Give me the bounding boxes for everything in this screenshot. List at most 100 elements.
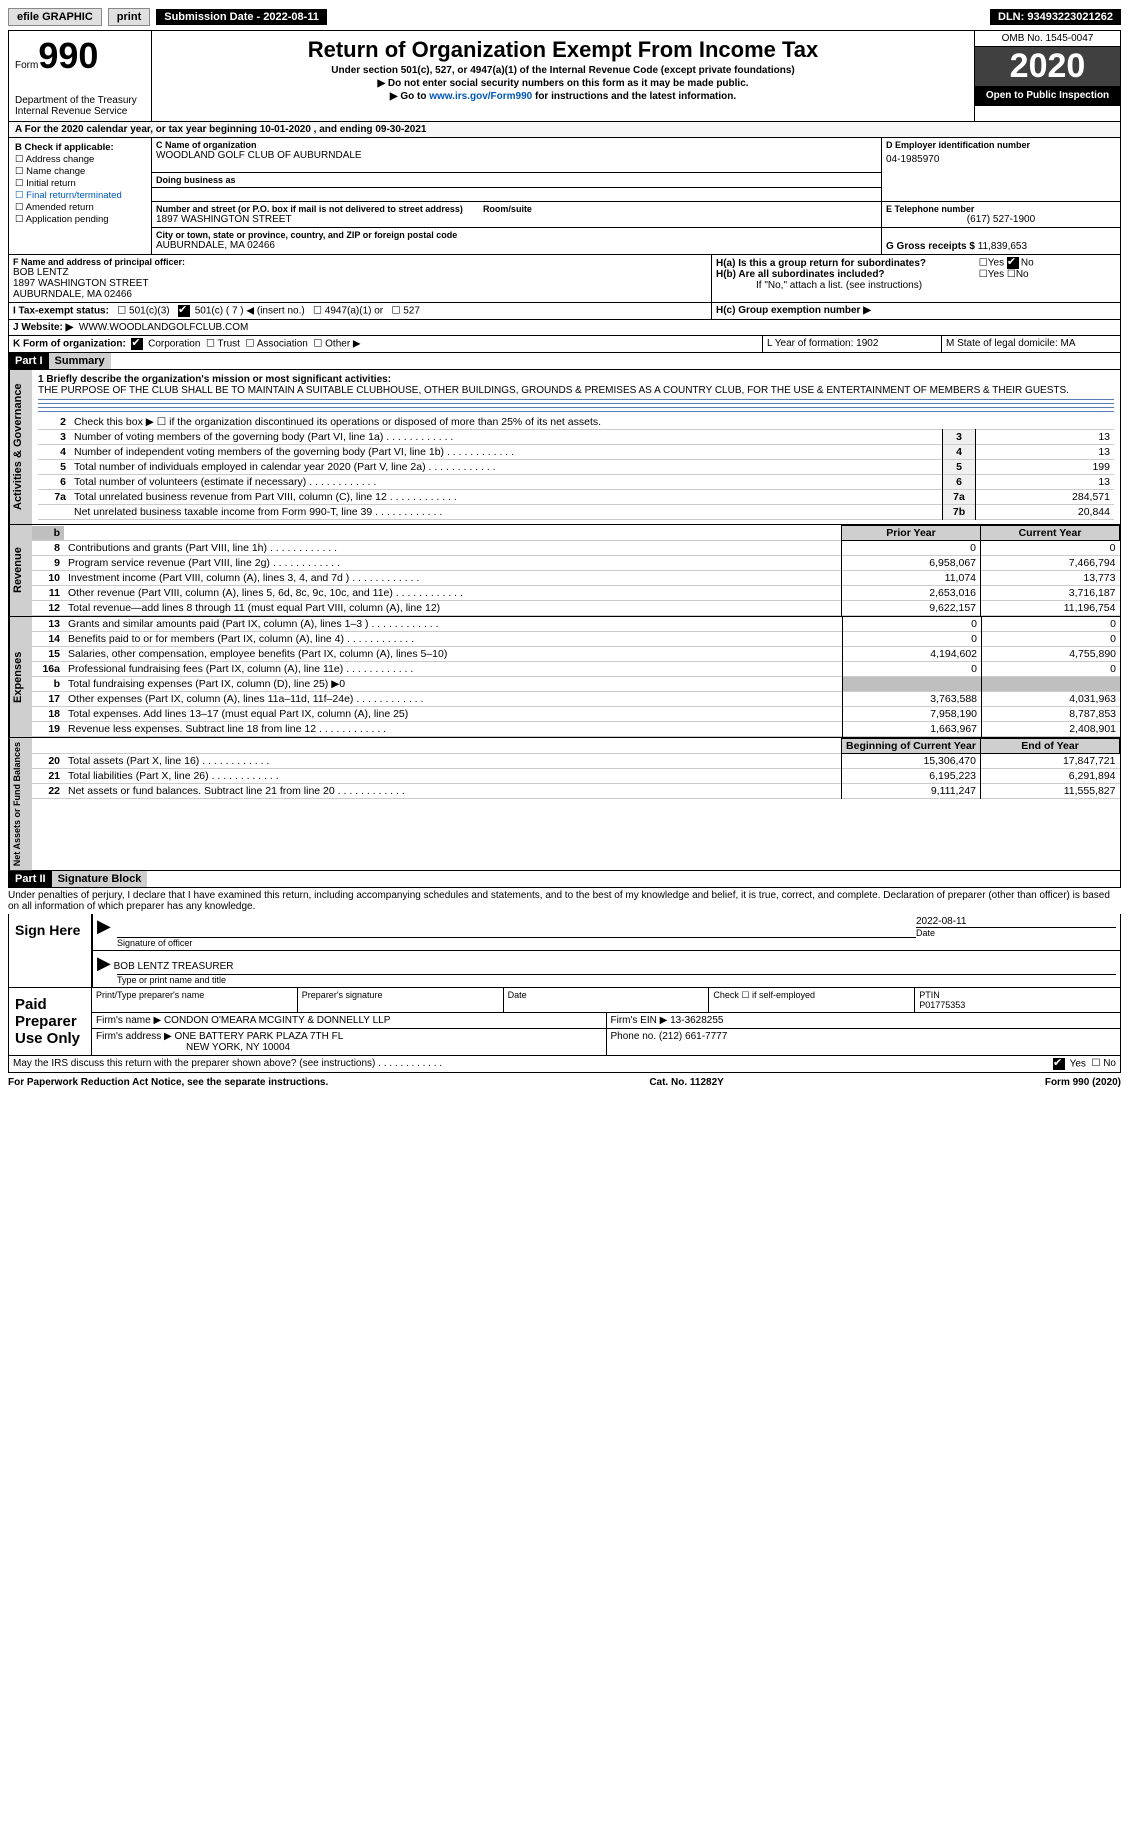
discuss-no[interactable]: ☐ No [1091, 1058, 1116, 1070]
revenue-section: Revenue bPrior YearCurrent Year 8Contrib… [8, 525, 1121, 617]
footer-left: For Paperwork Reduction Act Notice, see … [8, 1077, 328, 1088]
h-a: H(a) Is this a group return for subordin… [716, 257, 1116, 269]
info-block: B Check if applicable: ☐ Address change … [8, 138, 1121, 255]
m-state: M State of legal domicile: MA [942, 336, 1120, 352]
line-2: 2Check this box ▶ ☐ if the organization … [38, 415, 1114, 430]
line-10: 10Investment income (Part VIII, column (… [32, 571, 1120, 586]
form-title: Return of Organization Exempt From Incom… [158, 37, 968, 63]
j-website-row: J Website: ▶ WWW.WOODLANDGOLFCLUB.COM [8, 320, 1121, 336]
line-8: 8Contributions and grants (Part VIII, li… [32, 541, 1120, 556]
line-7a: 7aTotal unrelated business revenue from … [38, 490, 1114, 505]
col-eoy: End of Year [981, 739, 1120, 754]
print-button[interactable]: print [108, 8, 150, 26]
print-name-label: Type or print name and title [117, 974, 1116, 985]
line-12: 12Total revenue—add lines 8 through 11 (… [32, 601, 1120, 616]
discuss-yes[interactable]: Yes [1053, 1058, 1086, 1070]
col-current: Current Year [981, 526, 1120, 541]
firm-name: CONDON O'MEARA MCGINTY & DONNELLY LLP [164, 1015, 390, 1026]
sig-officer-label: Signature of officer [117, 937, 916, 948]
page-footer: For Paperwork Reduction Act Notice, see … [8, 1077, 1121, 1088]
l-year: L Year of formation: 1902 [763, 336, 942, 352]
subtitle-3: ▶ Go to www.irs.gov/Form990 for instruct… [158, 91, 968, 102]
org-address: 1897 WASHINGTON STREET [156, 214, 877, 225]
subtitle-1: Under section 501(c), 527, or 4947(a)(1)… [158, 65, 968, 76]
chk-amended[interactable]: ☐ Amended return [15, 202, 145, 213]
chk-address-change[interactable]: ☐ Address change [15, 154, 145, 165]
c-name-label: C Name of organization [156, 140, 877, 150]
omb-number: OMB No. 1545-0047 [975, 31, 1120, 47]
form-number: Form990 [15, 35, 145, 77]
line-5: 5Total number of individuals employed in… [38, 460, 1114, 475]
discuss-question: May the IRS discuss this return with the… [13, 1058, 1053, 1070]
line-16b: bTotal fundraising expenses (Part IX, co… [32, 677, 1120, 692]
ha-no-check[interactable] [1007, 257, 1019, 269]
sig-date-label: Date [916, 927, 1116, 938]
part2-label: Part II [9, 871, 52, 887]
line-7b: Net unrelated business taxable income fr… [38, 505, 1114, 520]
line-21: 21Total liabilities (Part X, line 26)6,1… [32, 769, 1120, 784]
ptin-cell: PTINP01775353 [914, 988, 1120, 1012]
e-phone-label: E Telephone number [886, 204, 1116, 214]
line-18: 18Total expenses. Add lines 13–17 (must … [32, 707, 1120, 722]
line-4: 4Number of independent voting members of… [38, 445, 1114, 460]
org-city: AUBURNDALE, MA 02466 [156, 240, 877, 251]
chk-pending[interactable]: ☐ Application pending [15, 214, 145, 225]
chk-initial-return[interactable]: ☐ Initial return [15, 178, 145, 189]
sign-here-block: Sign Here ▶ Signature of officer 2022-08… [8, 914, 1121, 1073]
firm-addr1: ONE BATTERY PARK PLAZA 7TH FL [175, 1031, 344, 1042]
corp-check[interactable] [131, 338, 143, 350]
i-j-block: I Tax-exempt status: ☐ 501(c)(3) 501(c) … [8, 303, 1121, 320]
prep-name-label: Print/Type preparer's name [91, 988, 297, 1012]
section-b: B Check if applicable: ☐ Address change … [9, 138, 152, 254]
line-14: 14Benefits paid to or for members (Part … [32, 632, 1120, 647]
line-11: 11Other revenue (Part VIII, column (A), … [32, 586, 1120, 601]
prep-date-label: Date [503, 988, 709, 1012]
form-header: Form990 Department of the Treasury Inter… [8, 30, 1121, 122]
dba-label: Doing business as [152, 172, 881, 188]
paid-preparer-label: Paid Preparer Use Only [9, 988, 91, 1055]
mission-text: THE PURPOSE OF THE CLUB SHALL BE TO MAIN… [38, 385, 1114, 396]
sign-here-label: Sign Here [9, 914, 91, 987]
net-assets-section: Net Assets or Fund Balances Beginning of… [8, 738, 1121, 871]
line-9: 9Program service revenue (Part VIII, lin… [32, 556, 1120, 571]
col-boy: Beginning of Current Year [842, 739, 981, 754]
ein-value: 04-1985970 [886, 154, 1116, 165]
website-value[interactable]: WWW.WOODLANDGOLFCLUB.COM [79, 322, 248, 333]
efile-badge: efile GRAPHIC [8, 8, 102, 26]
dept-label: Department of the Treasury Internal Reve… [15, 95, 145, 117]
expenses-section: Expenses 13Grants and similar amounts pa… [8, 617, 1121, 738]
line-3: 3Number of voting members of the governi… [38, 430, 1114, 445]
phone-value: (617) 527-1900 [886, 214, 1116, 225]
chk-name-change[interactable]: ☐ Name change [15, 166, 145, 177]
f-label: F Name and address of principal officer: [13, 257, 707, 267]
h-b-note: If "No," attach a list. (see instruction… [756, 280, 1116, 291]
line-17: 17Other expenses (Part IX, column (A), l… [32, 692, 1120, 707]
open-to-public: Open to Public Inspection [975, 86, 1120, 106]
firm-addr2: NEW YORK, NY 10004 [186, 1042, 290, 1053]
501c-check[interactable] [178, 305, 190, 317]
mission-label: 1 Briefly describe the organization's mi… [38, 374, 1114, 385]
side-net: Net Assets or Fund Balances [9, 738, 32, 870]
line-6: 6Total number of volunteers (estimate if… [38, 475, 1114, 490]
subtitle-2: ▶ Do not enter social security numbers o… [158, 78, 968, 89]
line-a-taxyear: A For the 2020 calendar year, or tax yea… [8, 122, 1121, 138]
col-prior: Prior Year [842, 526, 981, 541]
part2-title: Signature Block [52, 871, 148, 887]
sig-date: 2022-08-11 [916, 916, 1116, 927]
line-20: 20Total assets (Part X, line 16)15,306,4… [32, 754, 1120, 769]
firm-ein: 13-3628255 [670, 1015, 723, 1026]
line-16a: 16aProfessional fundraising fees (Part I… [32, 662, 1120, 677]
instructions-link[interactable]: www.irs.gov/Form990 [429, 91, 532, 102]
line-19: 19Revenue less expenses. Subtract line 1… [32, 722, 1120, 737]
self-emp-label[interactable]: Check ☐ if self-employed [708, 988, 914, 1012]
topbar: efile GRAPHIC print Submission Date - 20… [8, 8, 1121, 26]
part1-title: Summary [49, 353, 111, 369]
h-b: H(b) Are all subordinates included? ☐Yes… [716, 269, 1116, 280]
officer-addr2: AUBURNDALE, MA 02466 [13, 289, 707, 300]
prep-sig-label: Preparer's signature [297, 988, 503, 1012]
footer-mid: Cat. No. 11282Y [649, 1077, 723, 1088]
f-h-block: F Name and address of principal officer:… [8, 255, 1121, 303]
line-13: 13Grants and similar amounts paid (Part … [32, 617, 1120, 632]
chk-final-return[interactable]: ☐ Final return/terminated [15, 190, 145, 201]
footer-right: Form 990 (2020) [1045, 1077, 1121, 1088]
